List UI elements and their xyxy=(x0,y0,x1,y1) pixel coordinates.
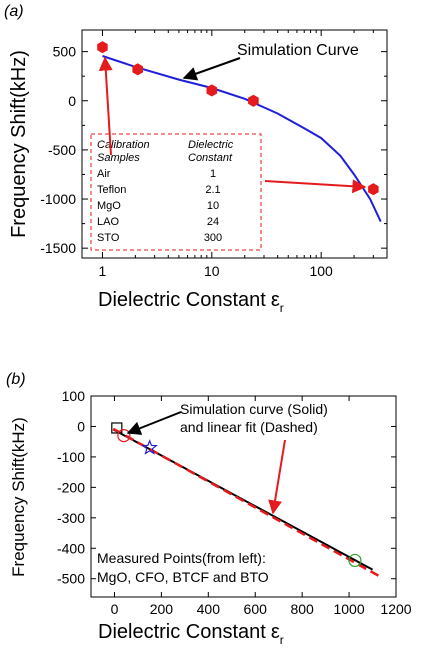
panel-b-xlabel-symbol: ε xyxy=(271,621,280,643)
panel-b-xtick-label: 800 xyxy=(290,601,314,617)
panel-b-xlabel-text: Dielectric Constant xyxy=(98,621,266,643)
panel-b-xtick-label: 1000 xyxy=(333,601,364,617)
panel-b-ytick-label: 0 xyxy=(77,418,85,434)
measured-points-line-2: MgO, CFO, BTCF and BTO xyxy=(97,569,269,585)
calibration-table-rows: Air 1 Teflon 2.1 MgO 10 LAO 24 STO 300 xyxy=(97,168,222,244)
panel-b-annotation-line-2: and linear fit (Dashed) xyxy=(180,419,318,435)
panel-b-xtick-label: 1200 xyxy=(380,601,411,617)
panel-a-xtick-label: 1 xyxy=(99,263,107,279)
panel-b-annotation-line-1: Simulation curve (Solid) xyxy=(180,401,328,417)
table-header-2b: Constant xyxy=(188,152,233,164)
panel-a-label: (a) xyxy=(4,3,24,20)
table-sample-name: MgO xyxy=(97,200,121,212)
calibration-point xyxy=(368,183,379,196)
panel-a-ytick-label: -500 xyxy=(48,142,76,158)
panel-b-xlabel: Dielectric Constant εr xyxy=(98,621,284,647)
measured-point-mgo xyxy=(111,422,123,434)
panel-a-xlabel-symbol: ε xyxy=(271,289,280,311)
panel-a-xlabel-sub: r xyxy=(280,301,284,315)
simulation-curve xyxy=(102,55,382,223)
calibration-point xyxy=(206,84,218,97)
panel-b-ylabel: Frequency Shift(kHz) xyxy=(9,417,28,577)
panel-b-red-arrow xyxy=(268,439,286,515)
table-dielectric-value: 10 xyxy=(207,200,219,212)
panel-a-ytick-label: 500 xyxy=(53,44,77,60)
panel-a-annotation-arrow xyxy=(182,57,241,81)
panel-b-ticks: 0 200 400 600 800 1000 12001000-100-200-300-40… xyxy=(57,388,412,617)
panel-b-ytick-label: -400 xyxy=(57,540,85,556)
panel-b-ytick-label: -100 xyxy=(57,449,85,465)
panel-b-label: (b) xyxy=(6,371,26,388)
table-header-1b: Samples xyxy=(97,152,140,164)
panel-a-xtick-label: 100 xyxy=(309,263,333,279)
panel-a-ytick-label: 0 xyxy=(68,93,76,109)
calibration-point xyxy=(248,94,259,107)
panel-a: (a) 1 10 100 500 0 -500 -1000 -1500 Frequency S… xyxy=(4,3,388,315)
panel-a-red-arrow-left xyxy=(98,56,113,156)
panel-a-annotation: Simulation Curve xyxy=(237,42,359,59)
panel-a-ylabel: Frequency Shift(kHz) xyxy=(8,50,30,238)
panel-a-xtick-label: 10 xyxy=(204,263,220,279)
panel-a-ytick-label: -1500 xyxy=(40,240,76,256)
measured-point-circle xyxy=(348,553,362,568)
panel-a-series xyxy=(97,41,382,223)
table-dielectric-value: 24 xyxy=(207,216,219,228)
table-header-2a: Dielectric xyxy=(188,139,234,151)
table-sample-name: LAO xyxy=(97,216,119,228)
calibration-point xyxy=(97,41,108,54)
panel-b-frame xyxy=(90,395,397,598)
panel-b-ytick-label: 100 xyxy=(62,388,86,404)
panel-a-xlabel-text: Dielectric Constant xyxy=(98,289,266,311)
panel-b-annotation-arrow xyxy=(126,411,182,435)
panel-a-xlabel: Dielectric Constant εr xyxy=(98,289,284,315)
panel-a-ytick-label: -1000 xyxy=(40,191,76,207)
panel-b-ytick-label: -300 xyxy=(57,510,85,526)
measured-point-btcf xyxy=(141,439,158,455)
linear-fit-line xyxy=(112,427,381,578)
measured-points-line-1: Measured Points(from left): xyxy=(97,550,266,566)
table-dielectric-value: 1 xyxy=(210,168,216,180)
panel-b-series xyxy=(111,422,381,578)
panel-b-xtick-label: 400 xyxy=(197,601,221,617)
panel-b: (b) 0 200 400 600 800 1000 12001000-100-200-30… xyxy=(6,371,412,647)
calibration-point xyxy=(132,63,143,76)
calibration-table-box xyxy=(90,133,262,251)
panel-b-xtick-label: 600 xyxy=(244,601,268,617)
panel-b-xlabel-sub: r xyxy=(280,633,284,647)
panel-a-ticks: 1 10 100 500 0 -500 -1000 -1500 xyxy=(40,30,387,279)
panel-b-ytick-label: -200 xyxy=(57,479,85,495)
table-sample-name: STO xyxy=(97,232,120,244)
table-dielectric-value: 2.1 xyxy=(205,184,220,196)
panel-b-xtick-label: 200 xyxy=(150,601,174,617)
panel-a-red-arrow-right xyxy=(264,179,367,194)
panel-b-ytick-label: -500 xyxy=(57,571,85,587)
table-header-1a: Calibration xyxy=(97,139,150,151)
panel-a-frame xyxy=(81,29,388,259)
measured-point-circle xyxy=(117,428,131,443)
panel-b-xtick-label: 0 xyxy=(111,601,119,617)
table-dielectric-value: 300 xyxy=(204,232,222,244)
table-sample-name: Air xyxy=(97,168,111,180)
table-sample-name: Teflon xyxy=(97,184,126,196)
